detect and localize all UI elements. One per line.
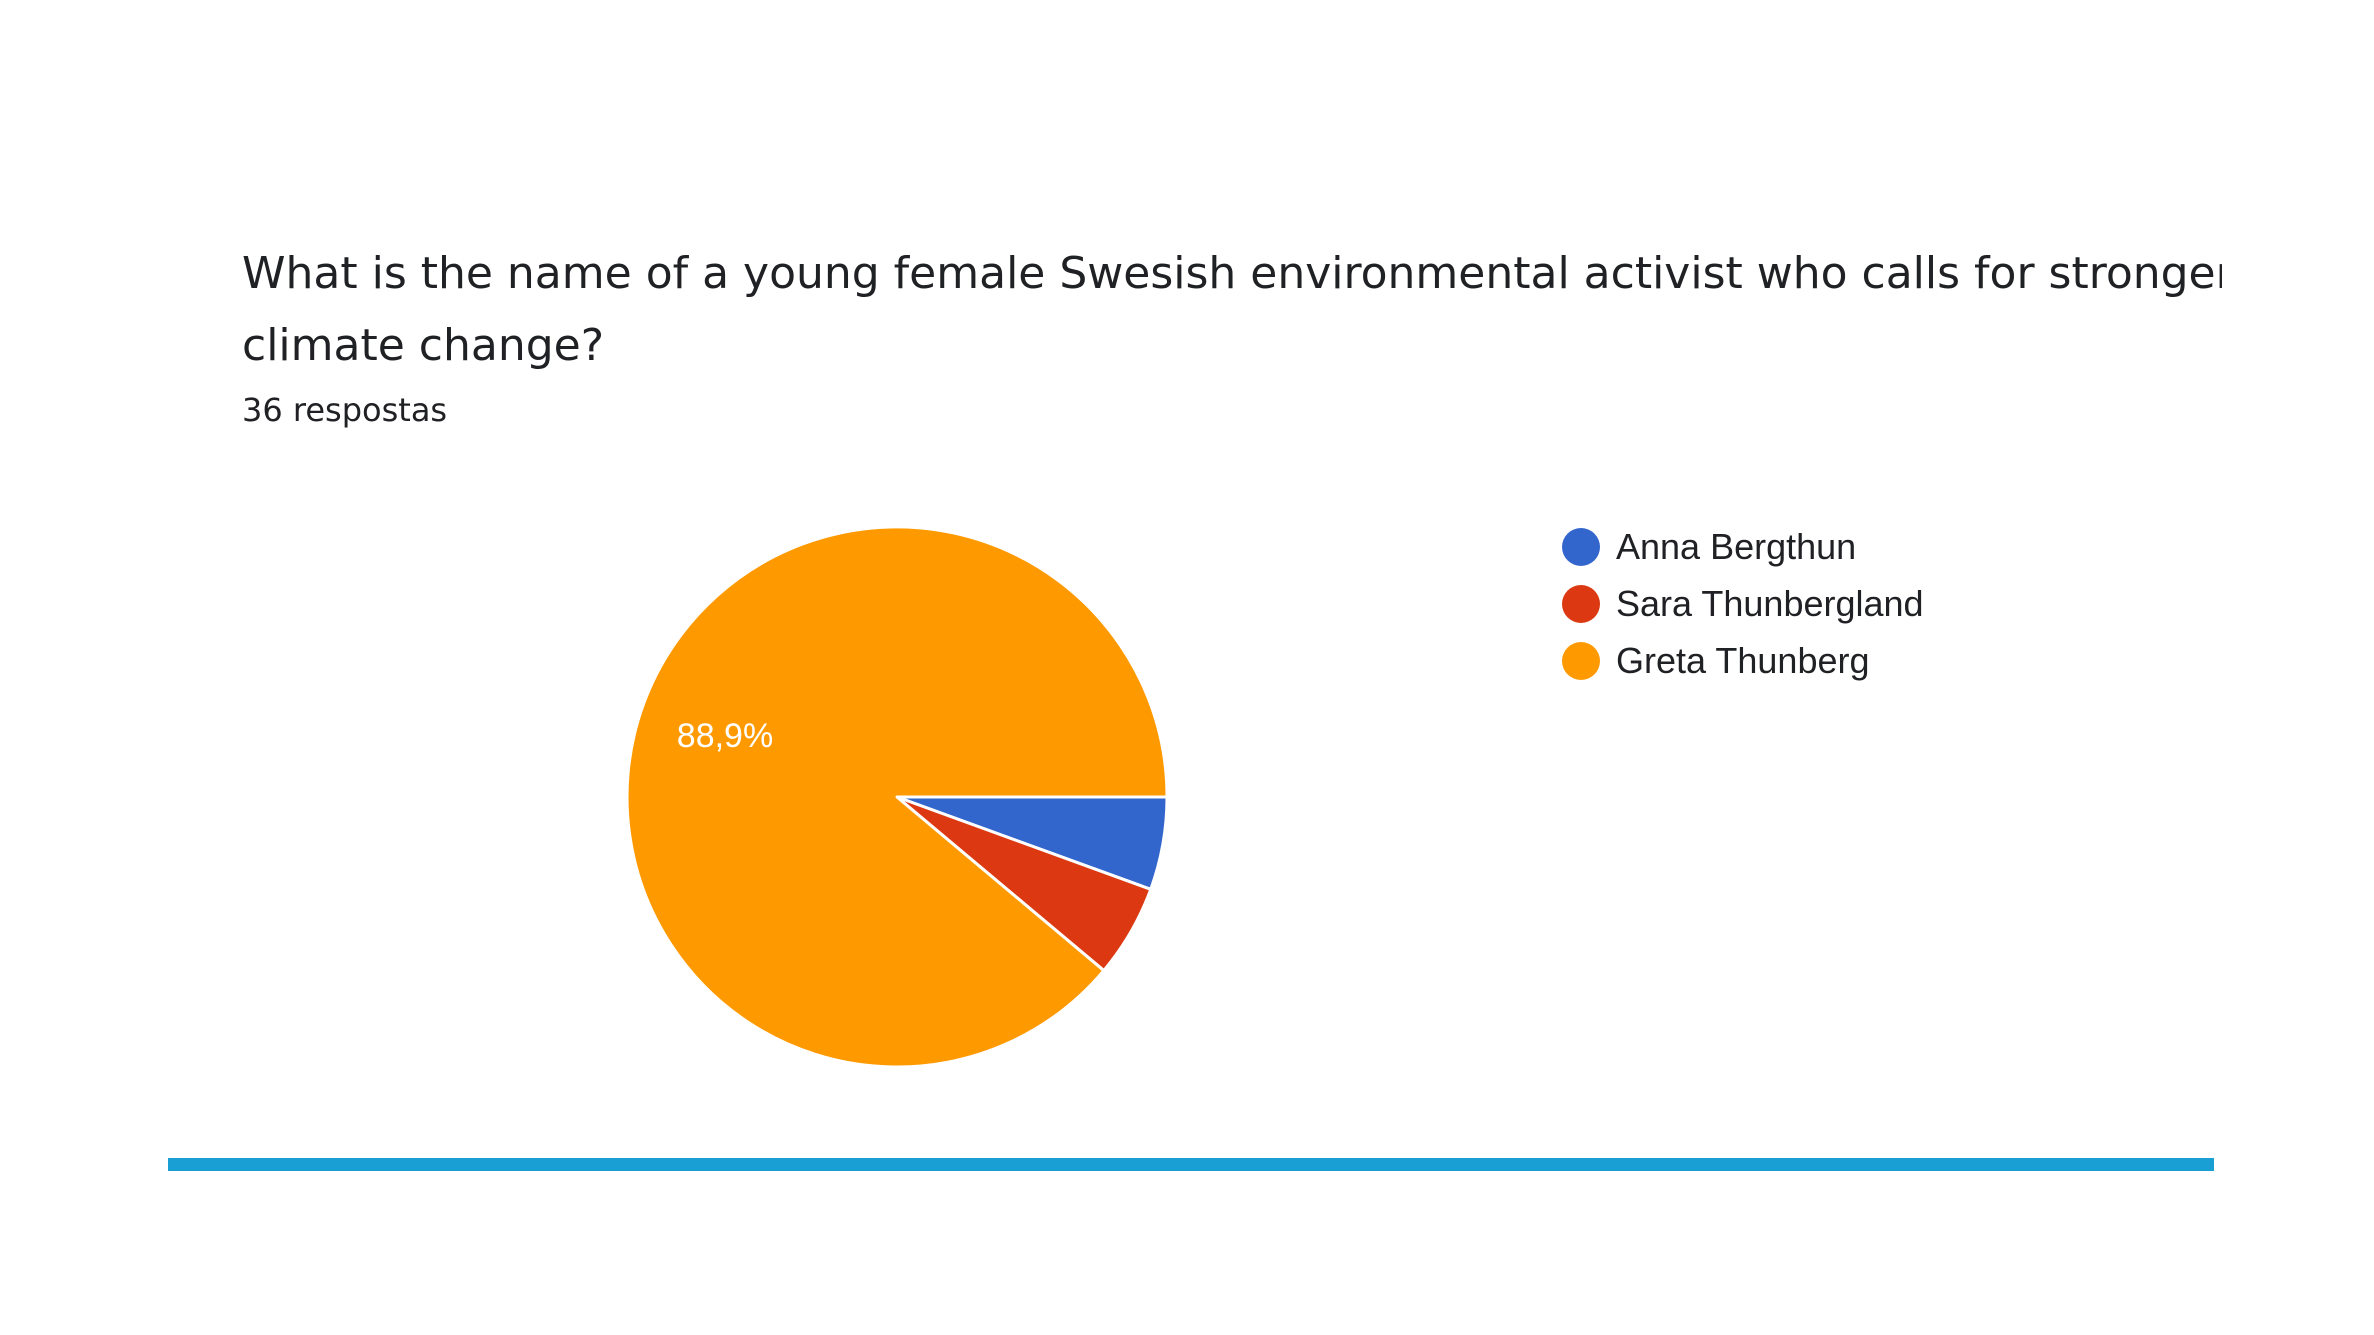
bottom-accent-bar: [168, 1158, 2214, 1171]
question-title: What is the name of a young female Swesi…: [242, 238, 2222, 382]
legend-item-anna-bergthun[interactable]: Anna Bergthun: [1562, 518, 1924, 575]
chart-legend: Anna Bergthun Sara Thunbergland Greta Thun…: [1562, 518, 1924, 689]
legend-label: Anna Bergthun: [1616, 525, 1857, 567]
pie-data-label: 88,9%: [677, 717, 773, 755]
question-title-line-1: What is the name of a young female Swesi…: [242, 248, 2222, 299]
pie-slice-greta-thunberg[interactable]: [625, 525, 1169, 1069]
legend-item-sara-thunbergland[interactable]: Sara Thunbergland: [1562, 575, 1924, 632]
legend-swatch: [1562, 584, 1600, 623]
legend-label: Greta Thunberg: [1616, 639, 1870, 681]
legend-label: Sara Thunbergland: [1616, 582, 1924, 624]
legend-item-greta-thunberg[interactable]: Greta Thunberg: [1562, 632, 1924, 689]
legend-swatch: [1562, 527, 1600, 566]
legend-swatch: [1562, 641, 1600, 680]
question-title-line-2: climate change?: [242, 320, 605, 371]
response-count: 36 respostas: [242, 391, 448, 429]
